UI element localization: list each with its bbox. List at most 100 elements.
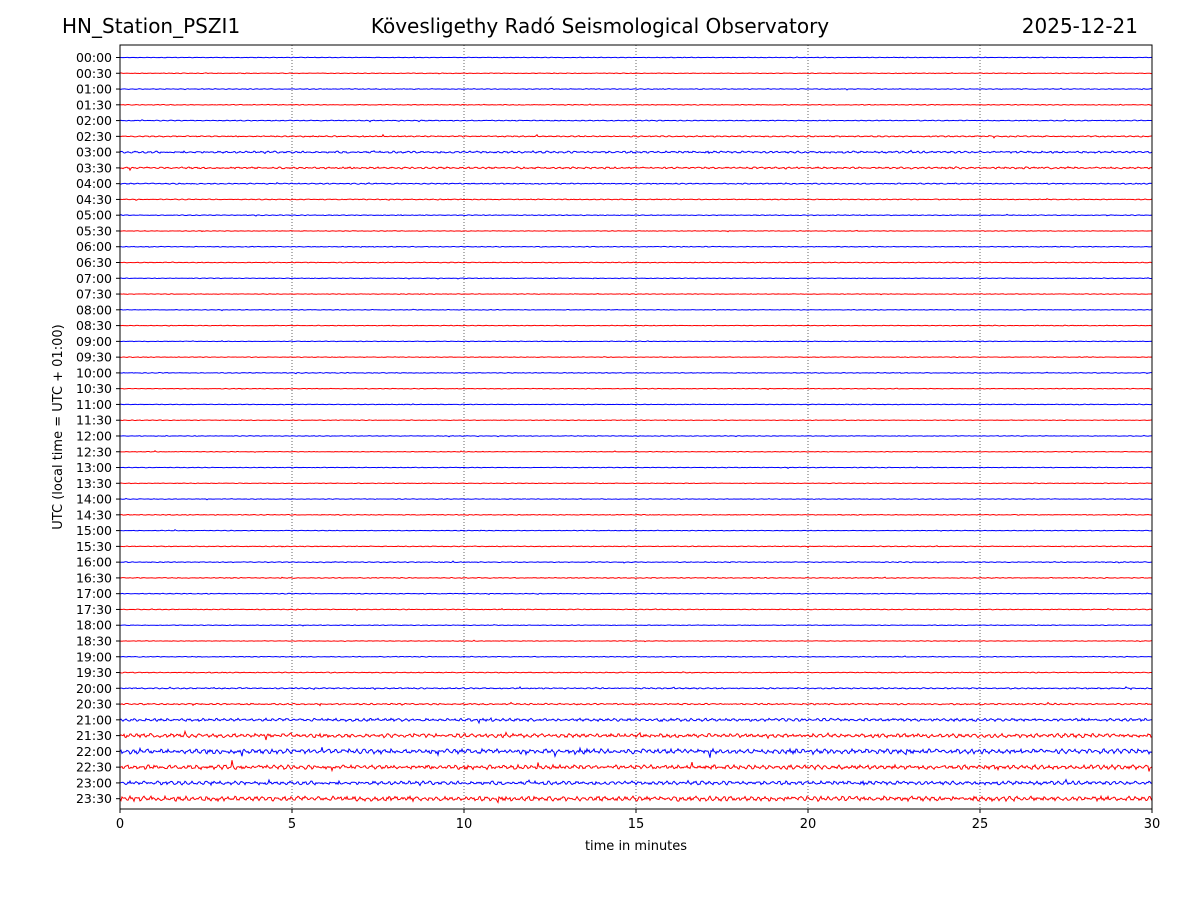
trace-line — [119, 245, 1153, 248]
trace-line — [119, 198, 1153, 201]
y-tick-label: 00:00 — [76, 50, 112, 65]
trace-line — [119, 340, 1153, 343]
y-tick-label: 22:00 — [76, 744, 112, 759]
trace-line — [119, 229, 1153, 233]
y-tick-label: 08:00 — [76, 302, 112, 317]
y-tick-label: 22:30 — [76, 760, 112, 775]
y-tick-label: 01:30 — [76, 97, 112, 112]
trace-line — [119, 166, 1153, 172]
y-tick-label: 08:30 — [76, 318, 112, 333]
trace-line — [119, 794, 1153, 804]
y-tick-label: 10:00 — [76, 365, 112, 380]
trace-line — [119, 497, 1153, 501]
trace-line — [119, 529, 1153, 532]
y-tick-label: 17:30 — [76, 602, 112, 617]
y-tick-label: 10:30 — [76, 381, 112, 396]
y-tick-label: 18:30 — [76, 633, 112, 648]
trace-line — [119, 746, 1153, 758]
y-tick-label: 19:00 — [76, 649, 112, 664]
trace-line — [119, 671, 1153, 674]
y-tick-label: 04:30 — [76, 192, 112, 207]
y-tick-label: 04:00 — [76, 176, 112, 191]
y-tick-label: 12:30 — [76, 444, 112, 459]
trace-line — [119, 513, 1153, 516]
y-tick-label: 15:00 — [76, 523, 112, 538]
trace-line — [119, 292, 1153, 296]
x-axis-label: time in minutes — [585, 839, 687, 854]
y-tick-label: 15:30 — [76, 539, 112, 554]
y-tick-label: 07:00 — [76, 271, 112, 286]
y-tick-label: 09:30 — [76, 350, 112, 365]
trace-line — [119, 685, 1153, 691]
station-name: HN_Station_PSZI1 — [62, 14, 241, 38]
trace-line — [119, 324, 1153, 327]
y-tick-label: 12:00 — [76, 428, 112, 443]
trace-line — [119, 450, 1153, 454]
y-tick-label: 11:00 — [76, 397, 112, 412]
y-tick-label: 16:30 — [76, 570, 112, 585]
y-tick-label: 23:00 — [76, 775, 112, 790]
y-tick-label: 14:30 — [76, 507, 112, 522]
trace-line — [119, 371, 1153, 375]
trace-line — [119, 716, 1153, 725]
y-tick-label: 03:00 — [76, 145, 112, 160]
trace-line — [119, 624, 1153, 627]
trace-group — [119, 56, 1153, 804]
trace-line — [119, 482, 1153, 485]
x-tick-label: 20 — [800, 817, 817, 832]
trace-line — [119, 466, 1153, 470]
trace-line — [119, 419, 1153, 422]
y-tick-label: 02:30 — [76, 129, 112, 144]
y-tick-label: 16:00 — [76, 555, 112, 570]
y-tick-label: 05:00 — [76, 208, 112, 223]
x-tick-label: 5 — [288, 817, 296, 832]
trace-line — [119, 403, 1153, 406]
trace-line — [119, 760, 1153, 773]
trace-line — [119, 607, 1153, 611]
y-tick-label: 20:30 — [76, 697, 112, 712]
chart-title: Kövesligethy Radó Seismological Observat… — [370, 14, 830, 38]
y-tick-label: 05:30 — [76, 223, 112, 238]
trace-line — [119, 701, 1153, 707]
chart-date: 2025-12-21 — [1021, 14, 1138, 38]
trace-line — [119, 592, 1153, 596]
plot-frame — [119, 44, 1153, 810]
y-tick-label: 14:00 — [76, 492, 112, 507]
trace-line — [119, 103, 1153, 106]
y-tick-label: 19:30 — [76, 665, 112, 680]
y-tick-label: 02:00 — [76, 113, 112, 128]
trace-line — [119, 560, 1152, 564]
trace-line — [119, 655, 1153, 658]
trace-line — [119, 434, 1153, 438]
trace-line — [119, 72, 1153, 75]
trace-line — [119, 261, 1153, 264]
y-tick-label: 13:30 — [76, 476, 112, 491]
trace-line — [119, 576, 1153, 579]
trace-line — [119, 87, 1153, 91]
x-tick-label: 10 — [456, 817, 473, 832]
y-tick-label: 23:30 — [76, 791, 112, 806]
y-tick-label: 09:00 — [76, 334, 112, 349]
trace-line — [119, 133, 1153, 139]
y-tick-label: 17:00 — [76, 586, 112, 601]
y-tick-label: 07:30 — [76, 287, 112, 302]
trace-line — [119, 213, 1153, 217]
y-tick-label: 03:30 — [76, 160, 112, 175]
y-tick-label: 01:00 — [76, 82, 112, 97]
y-tick-label: 13:00 — [76, 460, 112, 475]
trace-line — [119, 729, 1153, 741]
x-tick-label: 15 — [628, 817, 645, 832]
trace-line — [119, 778, 1153, 787]
trace-line — [119, 545, 1153, 549]
grid-lines — [291, 45, 981, 809]
x-tick-labels: 0 5 10 15 20 25 30 — [116, 809, 1160, 832]
trace-line — [119, 149, 1153, 155]
trace-line — [119, 182, 1153, 185]
trace-line — [119, 56, 1153, 59]
trace-line — [119, 639, 1153, 643]
y-axis-label: UTC (local time = UTC + 01:00) — [51, 324, 66, 529]
y-tick-labels: 00:0000:3001:0001:3002:0002:3003:0003:30… — [76, 50, 120, 806]
y-tick-label: 18:00 — [76, 618, 112, 633]
x-tick-label: 25 — [972, 817, 989, 832]
